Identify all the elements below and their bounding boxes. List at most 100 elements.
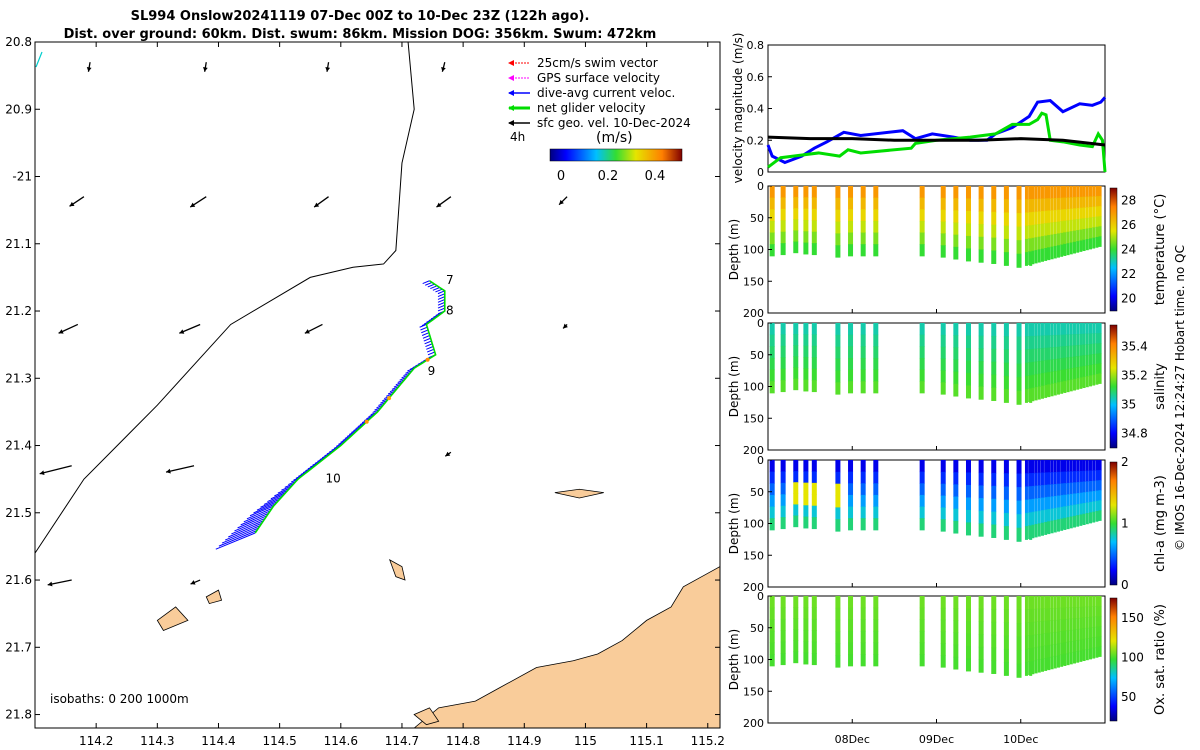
- oxygen-section-cell-9-1: [919, 607, 925, 620]
- oxygen-section-cell-1-0: [780, 596, 786, 608]
- chla-section-cell-10-4: [940, 507, 946, 520]
- chla-section-cell-12-1: [965, 472, 971, 486]
- salinity-section-cell-14-5: [991, 387, 997, 401]
- temperature-section-cell-10-2: [940, 209, 946, 223]
- temperature-section-dense-8-3: [1050, 222, 1054, 236]
- oxygen-section-dense-17-4: [1079, 639, 1083, 651]
- temperature-section-dense-20-0: [1088, 186, 1092, 197]
- legend-arrowhead-0: [508, 60, 514, 66]
- chla-section-cell-13-4: [978, 510, 984, 524]
- salinity-section-cell-9-5: [919, 381, 925, 394]
- oxygen-section-dense-0-2: [1024, 622, 1028, 637]
- day-label-9: 9: [428, 364, 436, 378]
- chla-section-dense-14-5: [1069, 516, 1073, 529]
- oxygen-section-dense-6-0: [1044, 596, 1048, 609]
- chla-section-dense-7-5: [1047, 521, 1051, 535]
- chla-section-cell-16-1: [1016, 473, 1022, 488]
- salinity-section-cell-10-4: [940, 370, 946, 383]
- temperature-section-dense-22-5: [1095, 237, 1099, 248]
- chla-section-cell-5-5: [835, 519, 841, 532]
- chla-section-dense-7-3: [1047, 496, 1051, 510]
- salinity-section-dense-8-0: [1050, 323, 1054, 336]
- oxygen-section-ytick-label-1: 50: [750, 622, 764, 635]
- salinity-section-dense-12-3: [1063, 357, 1067, 370]
- chla-section-ytick-label-2: 100: [743, 518, 764, 531]
- chla-section-dense-23-4: [1098, 500, 1102, 511]
- temperature-section-dense-15-0: [1072, 186, 1076, 198]
- chla-section-dense-20-1: [1088, 470, 1092, 482]
- sfc-geo-arrowhead-4: [69, 201, 75, 207]
- temperature-section-cell-1-2: [780, 208, 786, 221]
- salinity-section-dense-22-0: [1095, 323, 1099, 334]
- temperature-section-cell-15-2: [1003, 212, 1009, 227]
- oxygen-section-cell-3-1: [803, 607, 809, 620]
- temperature-section-dense-6-1: [1044, 198, 1048, 212]
- chla-section-cell-14-0: [991, 460, 997, 474]
- oxygen-section-cell-4-2: [811, 618, 817, 631]
- temperature-section-dense-18-2: [1082, 207, 1086, 219]
- temperature-section-dense-18-4: [1082, 229, 1086, 241]
- oxygen-section-cell-9-0: [919, 596, 925, 609]
- dive-avg-vector-105: [253, 503, 276, 514]
- salinity-section-dense-1-5: [1028, 388, 1032, 403]
- salinity-section-cell-1-5: [780, 380, 786, 393]
- oxygen-section-dense-7-3: [1047, 632, 1051, 646]
- oxygen-section-dense-22-0: [1095, 596, 1099, 607]
- oxygen-section-dense-9-0: [1053, 596, 1057, 609]
- salinity-section-cell-9-1: [919, 334, 925, 347]
- temperature-section-cbar-tick-2: 24: [1121, 243, 1136, 257]
- salinity-section-dense-10-5: [1056, 382, 1060, 395]
- chla-section-dense-11-5: [1060, 518, 1064, 531]
- temperature-section-cell-1-1: [780, 197, 786, 210]
- salinity-section-cell-10-0: [940, 323, 946, 336]
- salinity-section-cell-7-5: [860, 381, 866, 394]
- chla-section-dense-5-2: [1040, 485, 1044, 499]
- day-label-8: 8: [446, 303, 454, 317]
- salinity-section-cell-2-0: [793, 323, 799, 335]
- temperature-section-dense-13-4: [1066, 231, 1070, 244]
- salinity-section-cell-6-4: [848, 369, 854, 382]
- temperature-section-dense-16-4: [1076, 230, 1080, 242]
- chla-section-ytick-label-0: 0: [757, 454, 764, 467]
- salinity-section-dense-19-2: [1085, 344, 1089, 356]
- salinity-section-cell-6-3: [848, 357, 854, 371]
- salinity-section-dense-11-4: [1060, 369, 1064, 383]
- chla-section-cell-9-5: [919, 518, 925, 531]
- temperature-section-dense-7-2: [1047, 210, 1051, 224]
- chla-section-dense-17-5: [1079, 514, 1083, 526]
- salinity-section-dense-3-2: [1034, 348, 1038, 362]
- oxygen-section-dense-2-1: [1031, 608, 1035, 623]
- oxygen-section-dense-5-3: [1040, 633, 1044, 647]
- temperature-section-dense-14-3: [1069, 219, 1073, 232]
- salinity-section-cell-14-3: [991, 361, 997, 376]
- salinity-section-dense-1-0: [1028, 323, 1032, 337]
- salinity-section-cell-2-1: [793, 334, 799, 346]
- oxygen-section-dense-2-5: [1031, 660, 1035, 675]
- oxygen-section-cell-15-1: [1003, 609, 1009, 623]
- chla-section-dense-22-3: [1095, 490, 1099, 502]
- oxygen-section-dense-19-2: [1085, 617, 1089, 629]
- sfc-geo-arrowhead-1: [203, 67, 208, 72]
- oxygen-section-cell-7-0: [860, 596, 866, 609]
- salinity-section-cell-3-2: [803, 345, 809, 358]
- oxygen-section-dense-18-2: [1082, 617, 1086, 629]
- temperature-section-dense-1-3: [1028, 225, 1032, 239]
- chla-section-dense-17-2: [1079, 481, 1083, 494]
- oxygen-section-cell-6-0: [848, 596, 854, 609]
- chla-section-dense-16-5: [1076, 515, 1080, 527]
- salinity-section-dense-7-0: [1047, 323, 1051, 336]
- salinity-section-cell-7-0: [860, 323, 866, 336]
- temperature-section-dense-8-0: [1050, 186, 1054, 199]
- salinity-section-cell-7-2: [860, 346, 866, 359]
- temperature-section-cell-9-2: [919, 209, 925, 222]
- chla-section-dense-14-1: [1069, 471, 1073, 484]
- legend-label-1: GPS surface velocity: [537, 71, 660, 85]
- chla-section-dense-0-5: [1024, 526, 1028, 540]
- oxygen-section-cell-11-3: [953, 632, 959, 646]
- salinity-section-cell-10-2: [940, 346, 946, 360]
- chla-section-dense-19-2: [1085, 481, 1089, 493]
- sfc-geo-arrowhead-16: [47, 581, 53, 587]
- temperature-section-dense-4-0: [1037, 186, 1041, 200]
- oxygen-section-dense-7-1: [1047, 608, 1051, 622]
- salinity-section-dense-0-2: [1024, 349, 1028, 364]
